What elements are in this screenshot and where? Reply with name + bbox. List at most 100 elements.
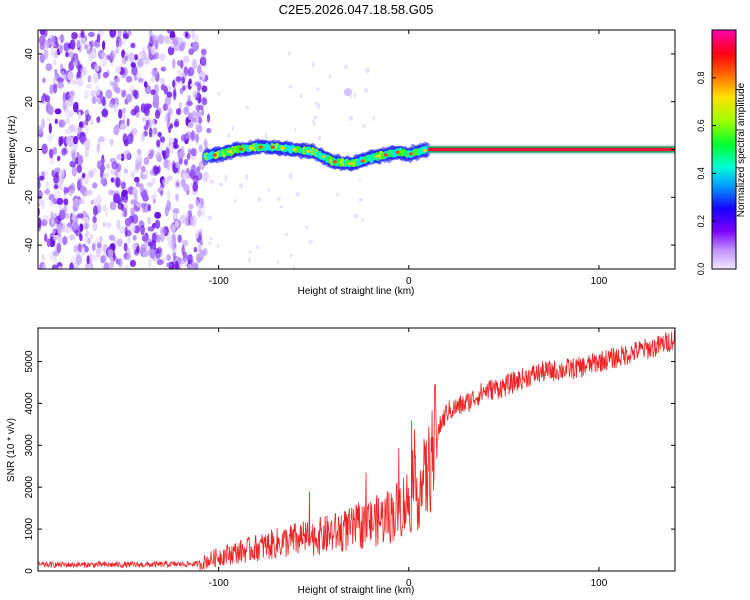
noise-blob: [65, 117, 71, 125]
noise-blob: [51, 264, 58, 269]
noise-blob: [76, 254, 83, 265]
colorbar-label: Normalized spectral amplitude: [736, 82, 747, 217]
noise-blob: [143, 59, 148, 66]
noise-blob: [38, 104, 41, 112]
noise-blob: [201, 96, 207, 104]
noise-blob: [53, 174, 60, 184]
noise-blob: [126, 118, 130, 127]
noise-blob: [100, 255, 106, 264]
colorbar-gradient: [711, 29, 737, 270]
noise-blob: [160, 190, 164, 196]
noise-blob: [56, 197, 64, 205]
noise-blob: [52, 227, 56, 235]
snr-y-tick-label: 0: [24, 568, 35, 574]
snr-line: [38, 329, 675, 571]
noise-blob: [358, 197, 363, 202]
snr-x-tick-label: 0: [406, 578, 412, 589]
noise-blob: [62, 100, 67, 111]
noise-blob: [92, 197, 100, 206]
noise-blob: [108, 189, 115, 196]
noise-blob: [96, 242, 102, 249]
spectrogram-x-axis: -100 0 100: [209, 30, 608, 287]
noise-blob: [38, 217, 42, 229]
noise-blob: [294, 128, 297, 132]
noise-blob: [186, 153, 191, 160]
noise-blob: [101, 108, 109, 118]
noise-blob: [164, 95, 171, 106]
track-peak: [422, 148, 427, 152]
spectrogram-y-tick-label: -20: [24, 190, 35, 205]
noise-blob: [194, 262, 199, 269]
noise-blob: [50, 47, 55, 57]
noise-blob: [190, 164, 197, 176]
noise-blob: [63, 42, 69, 51]
noise-blob: [361, 124, 367, 128]
noise-blob: [245, 105, 250, 110]
noise-blob: [129, 259, 136, 267]
noise-blob: [82, 172, 86, 179]
noise-blob: [142, 251, 149, 258]
noise-blob: [130, 199, 138, 206]
noise-blob: [65, 226, 72, 232]
noise-blob: [102, 71, 109, 79]
noise-blob: [85, 114, 92, 122]
noise-blob: [116, 219, 121, 230]
noise-blob: [187, 254, 193, 261]
noise-blob: [52, 146, 58, 155]
noise-blob: [67, 71, 74, 81]
snr-x-tick-label: 100: [591, 578, 608, 589]
noise-blob: [173, 121, 179, 128]
noise-blob: [155, 152, 162, 161]
noise-blob: [159, 52, 166, 62]
noise-blob: [125, 75, 133, 83]
noise-blob: [80, 31, 85, 38]
noise-blob: [187, 121, 194, 128]
noise-blob: [114, 123, 120, 135]
noise-blob: [105, 172, 110, 178]
noise-blob: [317, 102, 321, 110]
noise-blob: [190, 148, 197, 157]
noise-blob: [49, 84, 54, 95]
noise-blob: [103, 261, 110, 269]
noise-blob: [84, 146, 89, 158]
noise-blob: [62, 92, 66, 103]
noise-blob: [191, 58, 198, 70]
snr-y-tick-label: 2000: [24, 476, 35, 499]
noise-blob: [91, 167, 98, 174]
noise-blob: [116, 238, 123, 247]
noise-blob: [182, 172, 190, 180]
noise-blob: [83, 216, 89, 225]
noise-blob: [187, 148, 192, 155]
noise-blob: [56, 242, 62, 254]
noise-blob: [83, 89, 89, 100]
spectrogram-y-tick-label: 0: [24, 146, 35, 152]
noise-blob: [200, 48, 207, 56]
snr-x-tick-label: -100: [209, 578, 229, 589]
noise-blob: [58, 182, 64, 191]
noise-blob: [42, 77, 46, 84]
noise-blob: [348, 115, 354, 121]
noise-blob: [115, 47, 120, 55]
noise-blob: [47, 134, 54, 142]
noise-blob: [130, 128, 138, 136]
noise-blob: [128, 87, 132, 96]
noise-blob: [140, 224, 146, 236]
noise-blob: [206, 113, 211, 123]
noise-blob: [122, 114, 126, 120]
noise-blob: [127, 133, 134, 145]
noise-blob: [197, 209, 203, 218]
noise-blob: [58, 44, 63, 54]
noise-blob: [131, 89, 138, 97]
noise-blob: [94, 85, 101, 96]
track-peak: [248, 146, 253, 150]
noise-blob: [57, 266, 63, 269]
colorbar-tick-label: 0.2: [696, 215, 706, 228]
noise-blob: [87, 75, 92, 83]
noise-blob: [123, 168, 129, 174]
noise-blob: [38, 35, 46, 46]
noise-blob: [258, 196, 261, 202]
noise-blob: [224, 174, 228, 182]
noise-blob: [46, 238, 51, 248]
track-peak: [212, 153, 217, 157]
noise-blob: [279, 205, 284, 209]
